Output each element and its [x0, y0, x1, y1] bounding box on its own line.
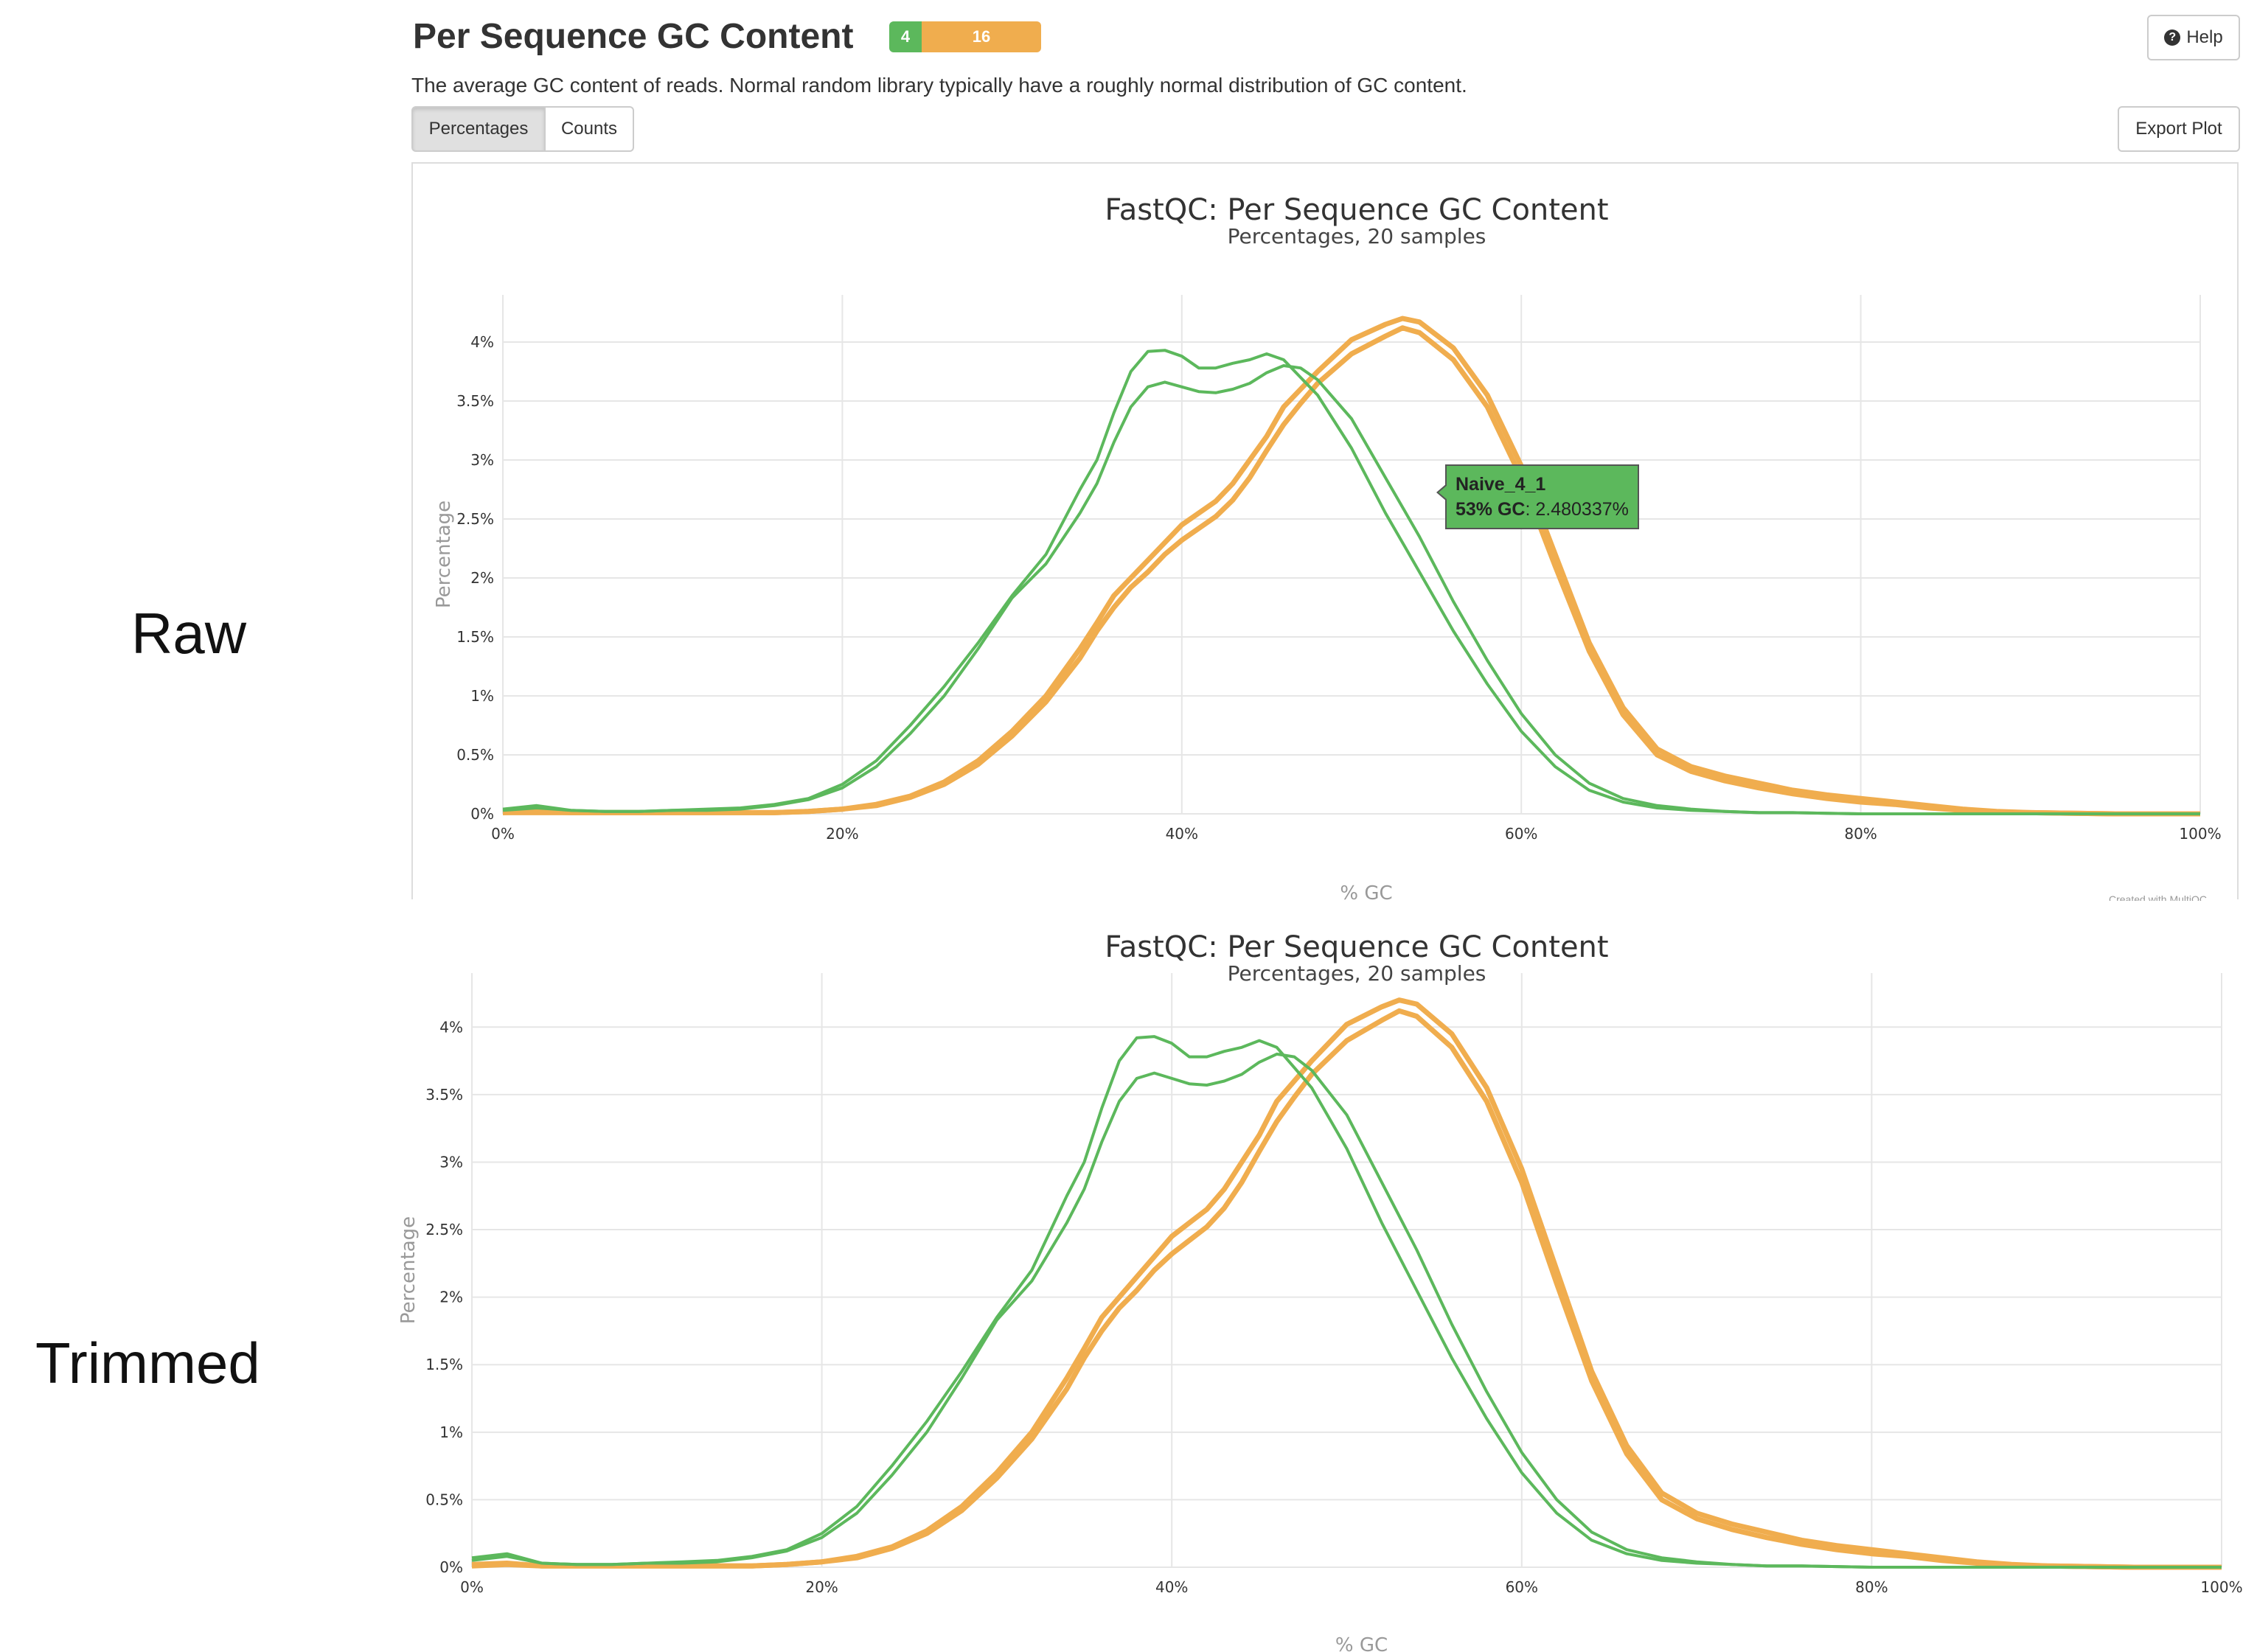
chart-title: FastQC: Per Sequence GC Content — [1105, 193, 1608, 227]
x-axis-title: % GC — [1340, 882, 1392, 905]
chart-title: FastQC: Per Sequence GC Content — [1105, 930, 1608, 964]
pass-count-badge[interactable]: 4 — [889, 21, 922, 52]
raw-label: Raw — [131, 601, 247, 666]
trimmed-gc-chart[interactable]: 0% 20% 40% 60% 80% 100% 0% 0.5% 1% 1.5% 2% 2.5% 3% 3.… — [0, 907, 2257, 1652]
tab-percentages[interactable]: Percentages — [411, 106, 546, 152]
x-tick-label: 80% — [1855, 1578, 1888, 1596]
y-tick-label: 3% — [439, 1153, 463, 1171]
plot-frame — [411, 162, 2239, 899]
y-axis-title: Percentage — [433, 501, 455, 608]
y-tick-label: 1.5% — [425, 1356, 463, 1373]
x-tick-label: 0% — [491, 825, 515, 843]
y-tick-label: 0.5% — [456, 746, 494, 764]
y-tick-label: 2% — [470, 569, 494, 587]
page-title: Per Sequence GC Content — [413, 17, 854, 56]
y-tick-label: 1.5% — [456, 628, 494, 646]
x-tick-label: 100% — [2179, 825, 2221, 843]
x-tick-label: 60% — [1506, 1578, 1538, 1596]
warn-series-line — [502, 316, 2200, 817]
y-tick-label: 1% — [439, 1423, 463, 1441]
tooltip-gc: 53% GC — [1456, 499, 1526, 520]
trimmed-label: Trimmed — [35, 1331, 260, 1395]
y-tick-label: 2% — [439, 1289, 463, 1306]
y-tick-label: 0% — [470, 805, 494, 823]
pass-series-line — [471, 1052, 2222, 1569]
warn-series-line — [503, 325, 2200, 817]
chart-subtitle: Percentages, 20 samples — [1228, 961, 1486, 986]
tooltip-sample: Naive_4_1 — [1456, 474, 1546, 495]
chart-subtitle: Percentages, 20 samples — [1228, 224, 1486, 248]
x-tick-label: 80% — [1844, 825, 1877, 843]
x-tick-label: 100% — [2200, 1578, 2242, 1596]
y-tick-label: 2.5% — [456, 510, 494, 528]
help-button[interactable]: ? Help — [2147, 15, 2240, 60]
tooltip-value: : 2.480337% — [1525, 499, 1629, 520]
chart-tooltip: Naive_4_1 53% GC: 2.480337% — [1436, 464, 1639, 529]
question-icon: ? — [2164, 29, 2181, 46]
warn-series-line — [471, 997, 2222, 1570]
x-tick-label: 20% — [826, 825, 858, 843]
tab-counts[interactable]: Counts — [544, 106, 634, 152]
raw-gc-chart[interactable]: 0% 20% 40% 60% 80% 100% 0% 0.5% 1% 1.5% 2% 2.5% 3% 3.… — [0, 162, 2257, 907]
y-tick-label: 4% — [470, 333, 494, 351]
warn-series-line — [471, 1008, 2222, 1570]
x-tick-label: 20% — [805, 1578, 838, 1596]
y-tick-label: 3% — [470, 451, 494, 469]
y-tick-label: 4% — [439, 1018, 463, 1036]
x-tick-label: 0% — [460, 1578, 484, 1596]
y-tick-label: 0% — [439, 1558, 463, 1576]
export-plot-button[interactable]: Export Plot — [2118, 106, 2240, 152]
x-axis-title: % GC — [1335, 1634, 1388, 1652]
section-description: The average GC content of reads. Normal … — [411, 74, 1467, 97]
warn-count-badge[interactable]: 16 — [922, 21, 1041, 52]
pass-series-line — [502, 364, 2200, 815]
x-tick-label: 40% — [1155, 1578, 1188, 1596]
tooltip-arrow-inner — [1439, 485, 1447, 500]
help-label: Help — [2186, 27, 2223, 47]
multiqc-credit: Created with MultiQC — [2109, 893, 2208, 901]
y-axis-title: Percentage — [397, 1216, 420, 1324]
y-tick-label: 0.5% — [425, 1491, 463, 1508]
x-tick-label: 60% — [1505, 825, 1537, 843]
y-tick-label: 3.5% — [425, 1086, 463, 1104]
y-tick-label: 2.5% — [425, 1221, 463, 1238]
x-tick-label: 40% — [1166, 825, 1198, 843]
y-tick-label: 3.5% — [456, 392, 494, 410]
y-tick-label: 1% — [470, 687, 494, 705]
